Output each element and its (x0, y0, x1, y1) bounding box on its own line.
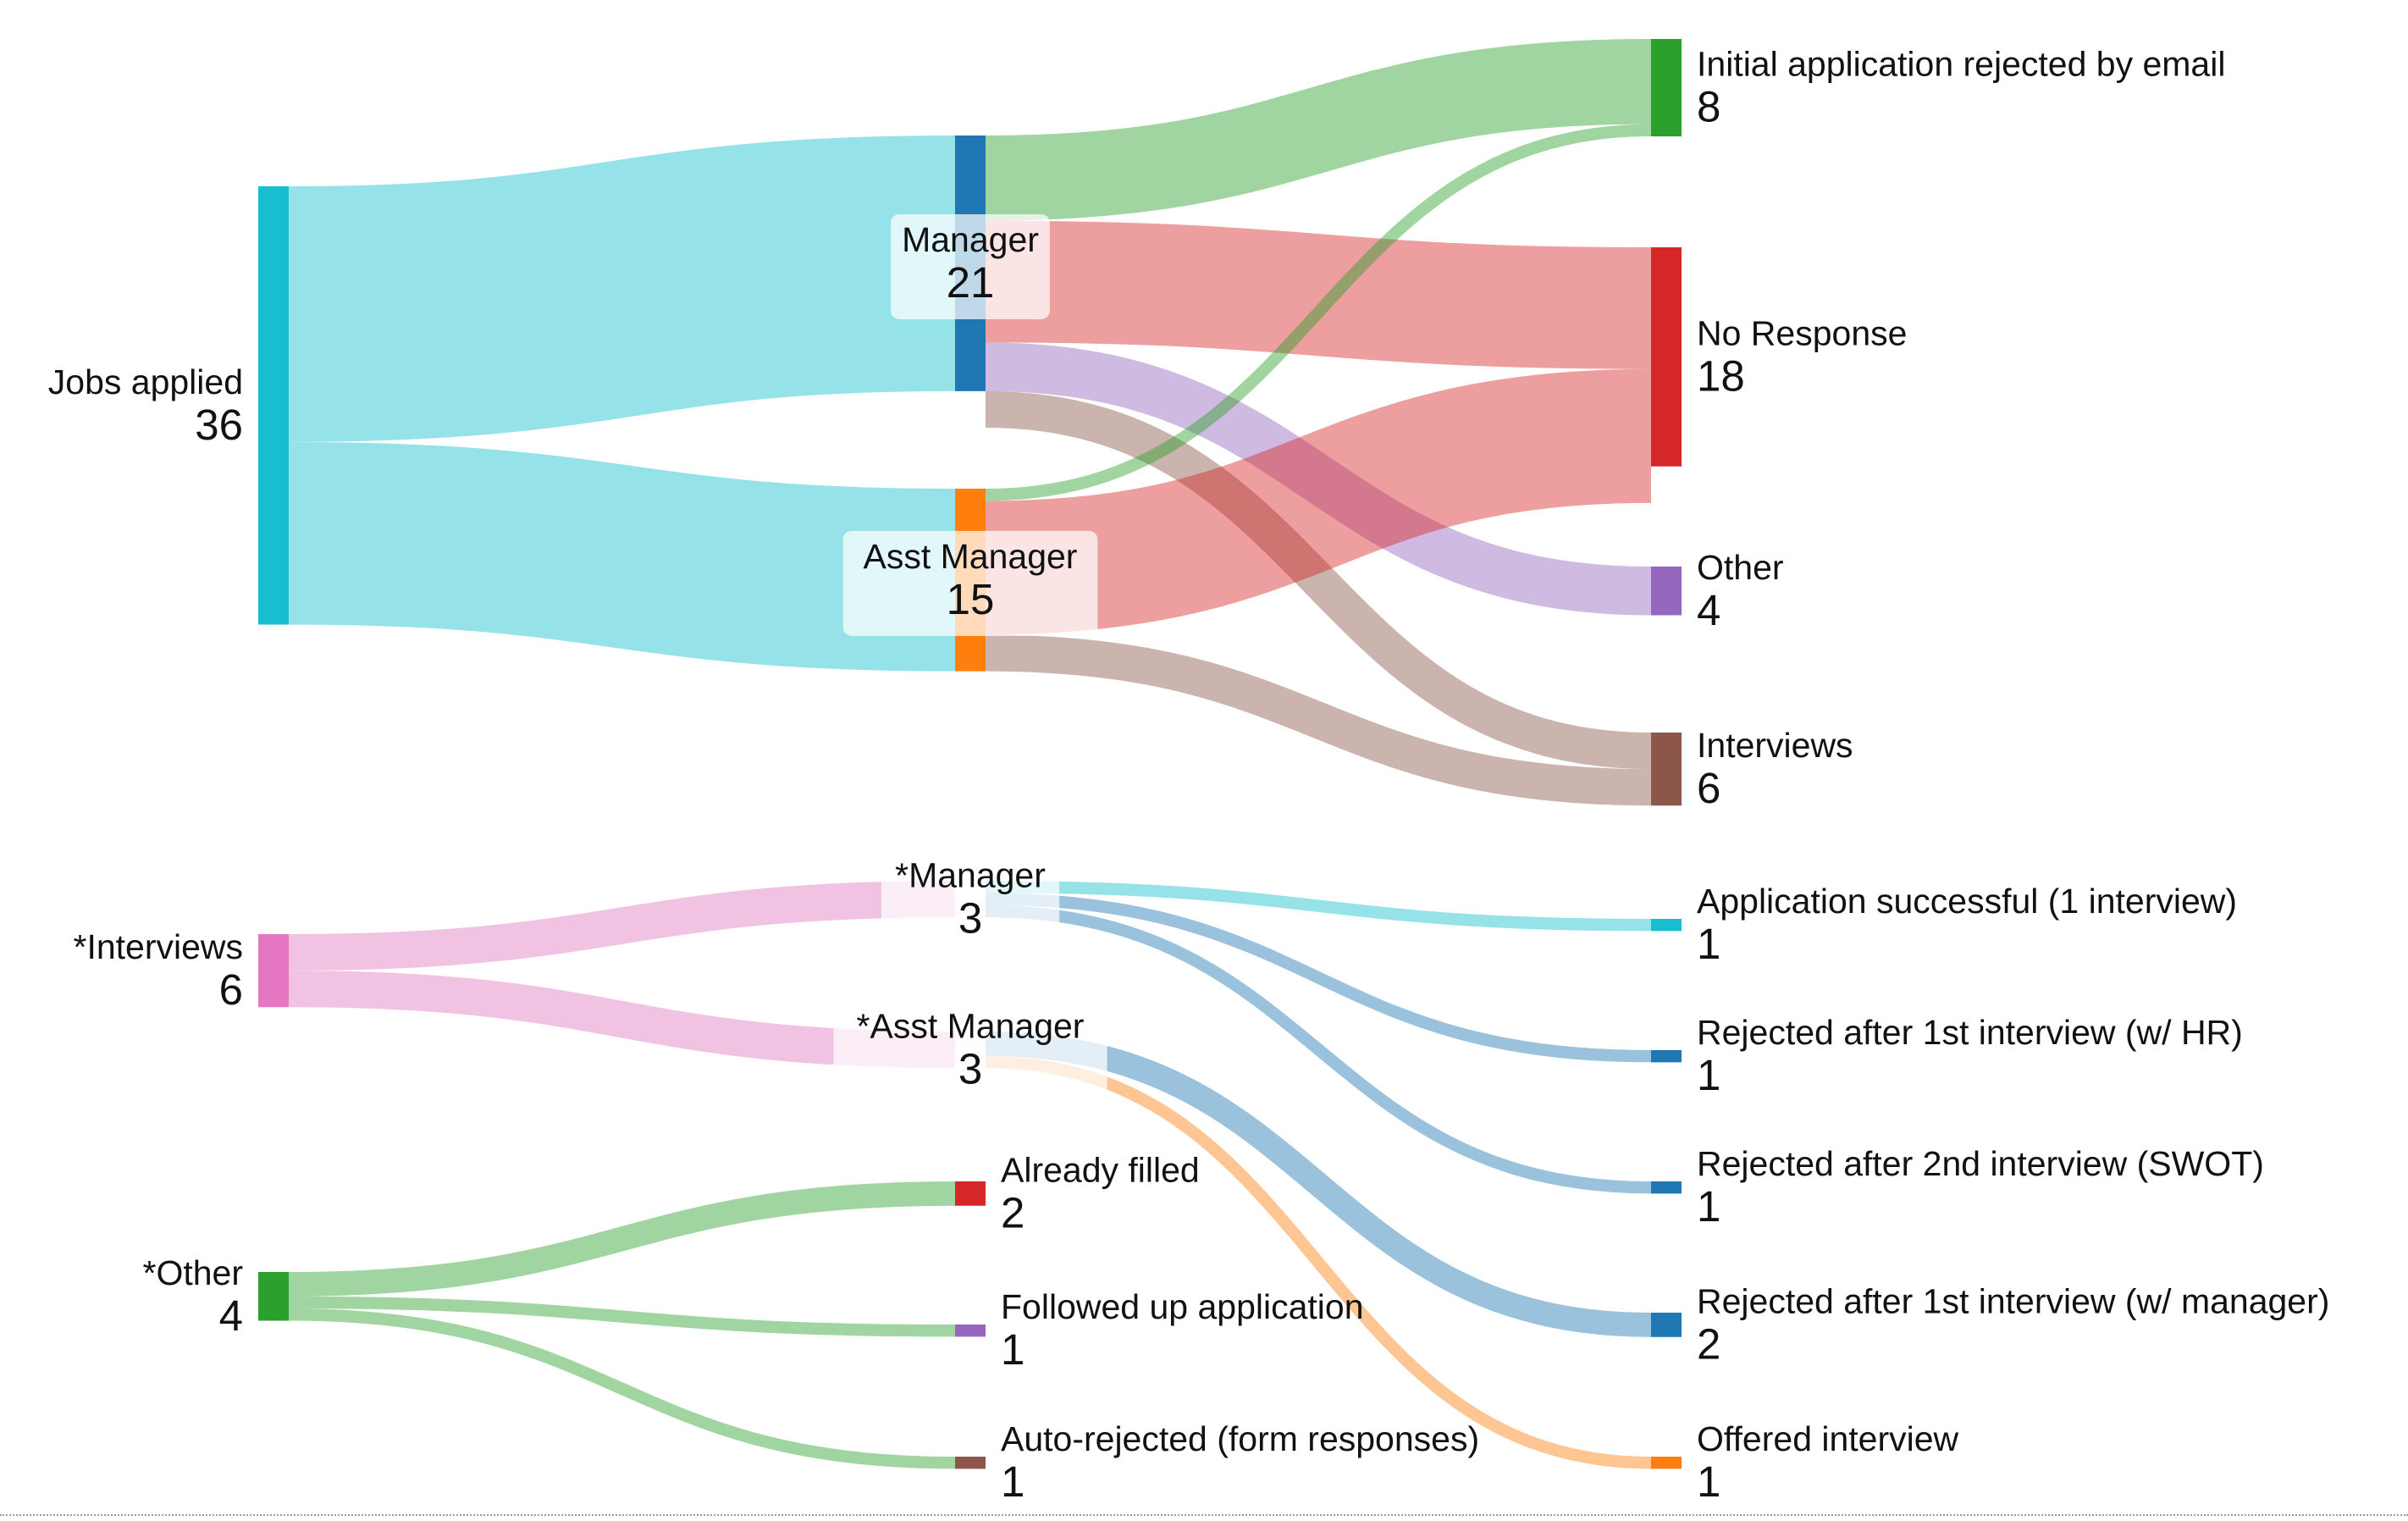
node-no_response (1651, 247, 1682, 467)
node-app_successful (1651, 919, 1682, 932)
link-manager-to-no_response (985, 220, 1652, 369)
node-value-asst_manager: 15 (947, 575, 995, 623)
label-background (833, 1000, 1107, 1106)
node-other (1651, 567, 1682, 616)
node-value-app_successful: 1 (1697, 920, 1720, 968)
link-star_manager-to-rej_1st_hr (985, 893, 1652, 1063)
label-background (842, 530, 1098, 636)
label-background (891, 213, 1050, 319)
node-offered_interview (1651, 1457, 1682, 1469)
node-value-star_interviews: 6 (219, 965, 243, 1014)
link-asst_manager-to-no_response (985, 368, 1652, 635)
link-asst_manager-to-interviews (985, 634, 1652, 806)
node-name-rej_2nd_swot: Rejected after 2nd interview (SWOT) (1697, 1144, 2264, 1183)
node-name-no_response: No Response (1697, 313, 1907, 352)
node-name-star_asst_manager: *Asst Manager (857, 1007, 1085, 1046)
link-star_asst_manager-to-rej_1st_manager (985, 1032, 1652, 1337)
node-name-other: Other (1697, 548, 1784, 587)
node-name-asst_manager: Asst Manager (864, 537, 1078, 576)
node-followed_up (955, 1325, 986, 1337)
link-manager-to-interviews (985, 390, 1652, 770)
node-value-followed_up: 1 (1001, 1325, 1025, 1374)
node-name-offered_interview: Offered interview (1697, 1419, 1959, 1458)
node-name-star_manager: *Manager (895, 856, 1046, 895)
node-label-rej_1st_manager: Rejected after 1st interview (w/ manager… (1697, 1281, 2329, 1368)
node-label-rej_1st_hr: Rejected after 1st interview (w/ HR)1 (1697, 1013, 2243, 1099)
node-value-interviews: 6 (1697, 764, 1720, 812)
link-star_other-to-auto_rejected (288, 1308, 956, 1469)
node-label-rej_2nd_swot: Rejected after 2nd interview (SWOT)1 (1697, 1144, 2264, 1231)
node-jobs_applied (258, 186, 289, 625)
link-manager-to-initial_rejected (985, 39, 1652, 221)
link-star_other-to-followed_up (288, 1296, 956, 1337)
link-star_asst_manager-to-offered_interview (985, 1055, 1652, 1469)
link-star_interviews-to-star_asst_manager (288, 971, 956, 1069)
node-initial_rejected (1651, 39, 1682, 136)
node-value-no_response: 18 (1697, 351, 1745, 400)
node-value-rej_2nd_swot: 1 (1697, 1182, 1720, 1231)
node-value-already_filled: 2 (1001, 1188, 1025, 1236)
node-name-auto_rejected: Auto-rejected (form responses) (1001, 1419, 1479, 1458)
node-label-auto_rejected: Auto-rejected (form responses)1 (1001, 1419, 1479, 1506)
node-name-initial_rejected: Initial application rejected by email (1697, 45, 2225, 84)
node-name-star_interviews: *Interviews (73, 927, 243, 966)
node-rej_2nd_swot (1651, 1181, 1682, 1194)
node-auto_rejected (955, 1457, 986, 1469)
node-star_interviews (258, 934, 289, 1008)
node-already_filled (955, 1181, 986, 1206)
node-value-rej_1st_manager: 2 (1697, 1319, 1720, 1368)
link-star_interviews-to-star_manager (288, 880, 956, 971)
node-value-initial_rejected: 8 (1697, 83, 1720, 131)
link-star_manager-to-app_successful (985, 881, 1652, 932)
node-rej_1st_hr (1651, 1050, 1682, 1063)
node-value-rej_1st_hr: 1 (1697, 1051, 1720, 1099)
label-background (881, 849, 1060, 955)
link-manager-to-other (985, 342, 1652, 616)
node-value-star_manager: 3 (958, 894, 982, 943)
node-name-rej_1st_manager: Rejected after 1st interview (w/ manager… (1697, 1281, 2329, 1320)
node-value-auto_rejected: 1 (1001, 1457, 1025, 1506)
node-name-jobs_applied: Jobs applied (48, 362, 243, 401)
node-rej_1st_manager (1651, 1313, 1682, 1337)
node-value-other: 4 (1697, 586, 1720, 634)
node-name-rej_1st_hr: Rejected after 1st interview (w/ HR) (1697, 1013, 2243, 1052)
bottom-divider (0, 1514, 2408, 1516)
node-name-manager: Manager (902, 220, 1039, 259)
node-label-app_successful: Application successful (1 interview)1 (1697, 882, 2237, 968)
links-layer (288, 39, 1652, 1469)
node-value-jobs_applied: 36 (195, 401, 243, 449)
link-asst_manager-to-initial_rejected (985, 124, 1652, 501)
node-value-offered_interview: 1 (1697, 1457, 1720, 1506)
node-name-already_filled: Already filled (1001, 1150, 1200, 1189)
link-star_manager-to-rej_2nd_swot (985, 904, 1652, 1194)
node-star_other (258, 1272, 289, 1321)
link-jobs_applied-to-asst_manager (288, 441, 956, 672)
node-interviews (1651, 733, 1682, 806)
link-jobs_applied-to-manager (288, 136, 956, 442)
node-name-interviews: Interviews (1697, 726, 1853, 765)
node-value-manager: 21 (947, 258, 995, 307)
node-name-star_other: *Other (143, 1253, 244, 1292)
node-name-followed_up: Followed up application (1001, 1287, 1364, 1326)
link-star_other-to-already_filled (288, 1181, 956, 1297)
node-value-star_other: 4 (219, 1291, 243, 1340)
node-value-star_asst_manager: 3 (958, 1045, 982, 1093)
node-name-app_successful: Application successful (1 interview) (1697, 882, 2237, 921)
